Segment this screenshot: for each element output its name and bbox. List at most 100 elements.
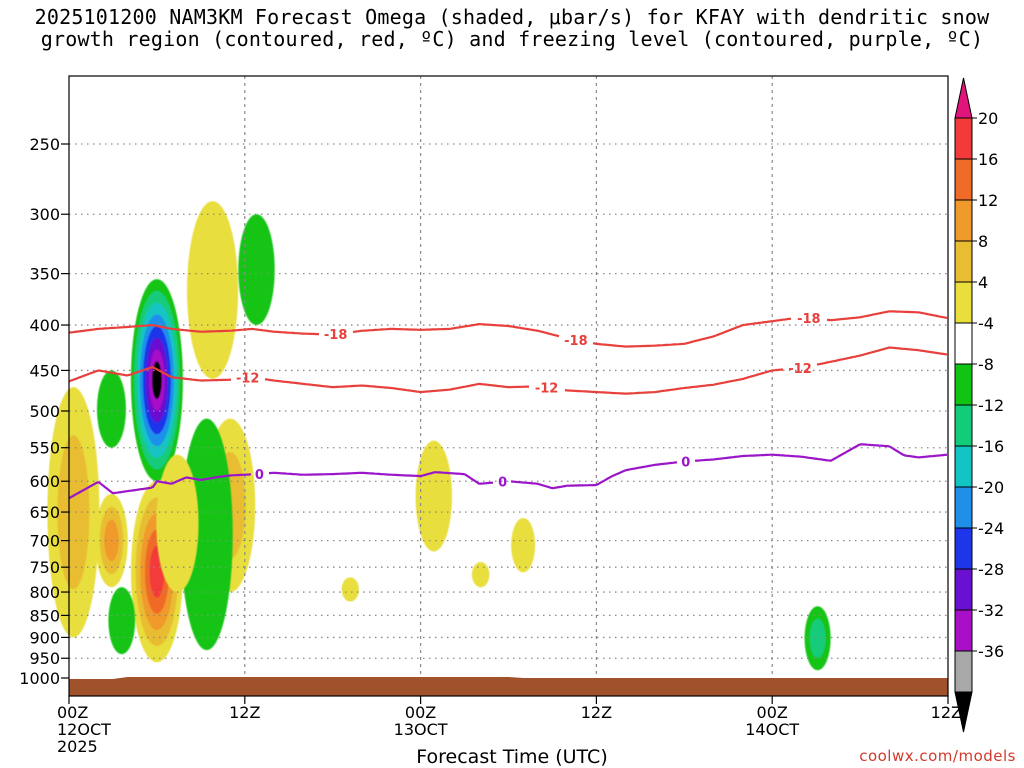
omega-region-10 xyxy=(156,454,199,593)
omega-shading xyxy=(47,201,831,671)
colorbar-label: -12 xyxy=(978,396,1004,415)
contour-label: 0 xyxy=(681,455,690,470)
colorbar-label: -8 xyxy=(978,355,994,374)
contour-label: -18 xyxy=(797,312,821,327)
colorbar-bottom-arrow xyxy=(954,691,973,733)
colorbar-label: 8 xyxy=(978,232,988,251)
colorbar-band xyxy=(954,650,973,693)
plot-frame xyxy=(68,75,949,697)
omega-region-11 xyxy=(415,440,452,552)
contour-label: -18 xyxy=(324,328,348,343)
colorbar-label: 12 xyxy=(978,191,998,210)
omega-band xyxy=(108,587,136,655)
title-line-1: 2025101200 NAM3KM Forecast Omega (shaded… xyxy=(34,5,990,29)
colorbar-label: -36 xyxy=(978,642,1004,661)
contour-line--18 xyxy=(592,317,792,348)
x-tick-label: 14OCT xyxy=(745,720,799,739)
x-axis-label: Forecast Time (UTC) xyxy=(416,746,608,768)
contour-line--12 xyxy=(816,346,948,366)
x-tick-label: 12Z xyxy=(229,703,260,722)
omega-band xyxy=(415,440,452,552)
colorbar-label: 20 xyxy=(978,109,998,128)
contour-line--12 xyxy=(564,368,784,395)
colorbar-label: -4 xyxy=(978,314,994,333)
colorbar-band xyxy=(954,445,973,488)
omega-band xyxy=(341,577,359,602)
colorbar-band xyxy=(954,568,973,611)
omega-region-12 xyxy=(511,517,536,573)
colorbar-label: 4 xyxy=(978,273,988,292)
contour-label: 0 xyxy=(498,476,507,491)
colorbar-band xyxy=(954,281,973,324)
contour-line-0 xyxy=(510,461,678,490)
x-tick-label: 00Z xyxy=(57,703,88,722)
ground-layer xyxy=(69,677,948,696)
colorbar-label: -24 xyxy=(978,519,1004,538)
colorbar-label: -20 xyxy=(978,478,1004,497)
x-tick-label: 13OCT xyxy=(394,720,448,739)
colorbar-label: -28 xyxy=(978,560,1004,579)
y-tick-label: 450 xyxy=(29,361,60,380)
colorbar-band xyxy=(954,404,973,447)
omega-band xyxy=(96,370,126,448)
colorbar-band xyxy=(954,527,973,570)
x-tick-label: 00Z xyxy=(757,703,788,722)
x-tick-label: 12Z xyxy=(581,703,612,722)
contours: -18 -18 -18 -12 -12 -12 0 0 0 xyxy=(68,310,948,500)
ground xyxy=(69,677,948,696)
contour-label: -18 xyxy=(564,334,588,349)
colorbar-label: -16 xyxy=(978,437,1004,456)
colorbar-label: 16 xyxy=(978,150,998,169)
x-tick-label: 12Z xyxy=(931,703,962,722)
omega-band xyxy=(156,454,199,593)
y-tick-label: 800 xyxy=(29,583,60,602)
omega-region-0 xyxy=(130,279,183,482)
colorbar-band xyxy=(954,363,973,406)
omega-region-3 xyxy=(96,370,126,448)
credit-link[interactable]: coolwx.com/models xyxy=(859,747,1016,765)
omega-region-4 xyxy=(47,387,100,638)
y-tick-label: 250 xyxy=(29,135,60,154)
y-tick-label: 300 xyxy=(29,205,60,224)
colorbar-band xyxy=(954,117,973,160)
omega-band xyxy=(809,618,826,658)
y-tick-label: 500 xyxy=(29,402,60,421)
colorbar-band xyxy=(954,322,973,365)
x-tick-label: 2025 xyxy=(57,737,98,756)
contour-line-0 xyxy=(68,473,252,500)
y-tick-label: 350 xyxy=(29,265,60,284)
y-tick-label: 550 xyxy=(29,439,60,458)
axes: 250 300 350 400 450 500 550 600 650 700 750 800 850 9… xyxy=(19,75,962,756)
contour-line-0 xyxy=(694,443,948,462)
omega-band xyxy=(238,214,275,326)
contour-line--18 xyxy=(68,324,319,336)
contour-label: 0 xyxy=(255,468,264,483)
contour-label: -12 xyxy=(236,372,260,387)
contour-line--12 xyxy=(264,378,529,394)
omega-band xyxy=(57,435,90,590)
omega-region-6 xyxy=(187,201,239,379)
omega-region-14 xyxy=(341,577,359,602)
x-tick-label: 00Z xyxy=(405,703,436,722)
y-tick-label: 750 xyxy=(29,558,60,577)
y-tick-label: 900 xyxy=(29,628,60,647)
y-tick-label: 950 xyxy=(29,649,60,668)
omega-region-15 xyxy=(804,606,831,671)
colorbar: 20 16 12 8 4 -4 -8 -12 -16 -20 -24 -28 -32 -36 xyxy=(954,77,1004,733)
omega-region-13 xyxy=(471,562,490,588)
omega-band xyxy=(471,562,490,588)
contour-label: -12 xyxy=(535,382,559,397)
colorbar-band xyxy=(954,486,973,529)
y-tick-label: 700 xyxy=(29,532,60,551)
title-line-2: growth region (contoured, red, ºC) and f… xyxy=(40,27,984,51)
y-tick-label: 400 xyxy=(29,316,60,335)
y-tick-label: 850 xyxy=(29,606,60,625)
omega-band xyxy=(187,201,239,379)
colorbar-band xyxy=(954,199,973,242)
contour-line--12 xyxy=(68,366,232,383)
omega-region-9 xyxy=(238,214,275,326)
colorbar-top-arrow xyxy=(954,77,973,119)
colorbar-label: -32 xyxy=(978,601,1004,620)
grid xyxy=(69,76,948,696)
